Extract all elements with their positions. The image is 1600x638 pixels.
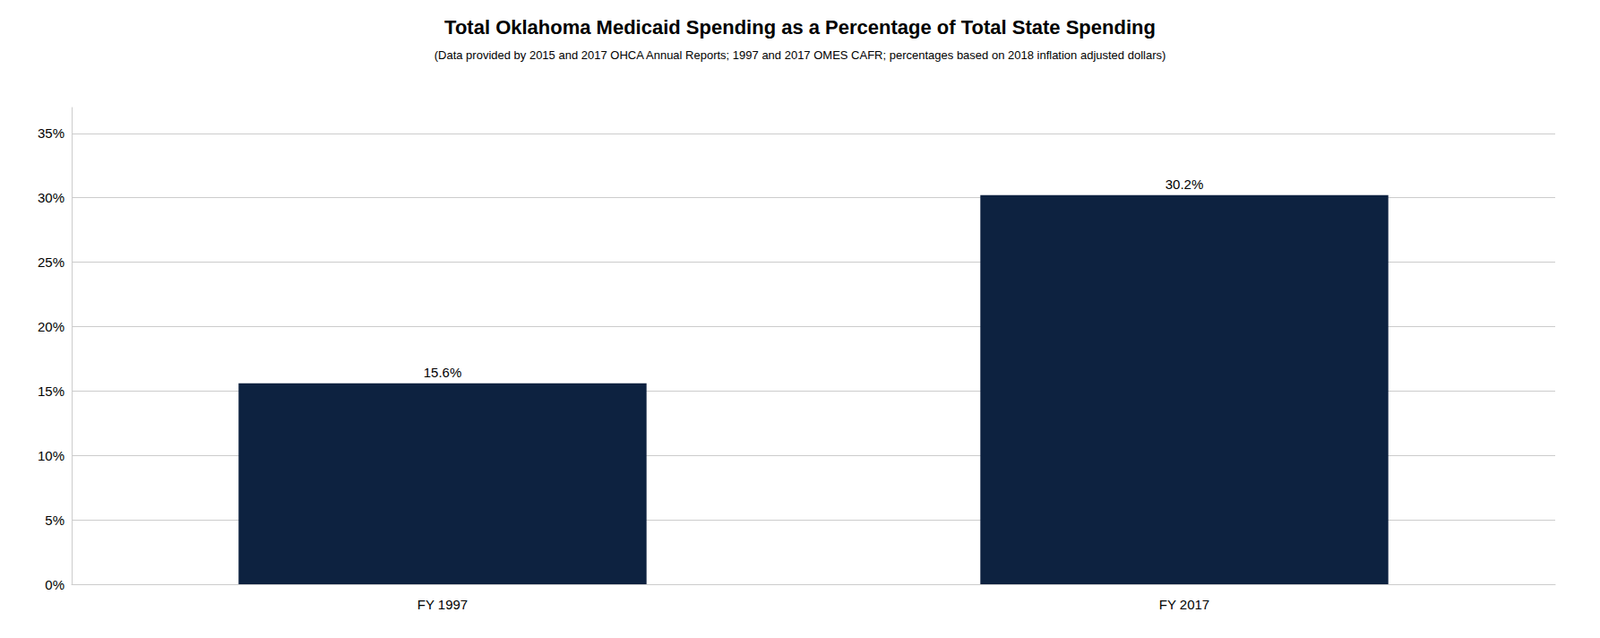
svg-text:20%: 20% bbox=[37, 318, 65, 335]
svg-text:0%: 0% bbox=[44, 576, 65, 593]
svg-text:15.6%: 15.6% bbox=[423, 364, 463, 380]
svg-text:5%: 5% bbox=[44, 512, 65, 528]
svg-text:30%: 30% bbox=[37, 189, 65, 206]
svg-text:25%: 25% bbox=[37, 254, 65, 270]
svg-text:FY 2017: FY 2017 bbox=[1159, 596, 1210, 612]
svg-text:Total Oklahoma Medicaid Spendi: Total Oklahoma Medicaid Spending as a Pe… bbox=[444, 16, 1156, 39]
svg-text:(Data provided by 2015 and 201: (Data provided by 2015 and 2017 OHCA Ann… bbox=[434, 48, 1167, 62]
svg-text:35%: 35% bbox=[37, 125, 65, 141]
svg-text:15%: 15% bbox=[37, 383, 65, 399]
svg-text:FY 1997: FY 1997 bbox=[417, 596, 468, 612]
svg-text:10%: 10% bbox=[37, 447, 65, 464]
svg-text:30.2%: 30.2% bbox=[1165, 176, 1205, 192]
